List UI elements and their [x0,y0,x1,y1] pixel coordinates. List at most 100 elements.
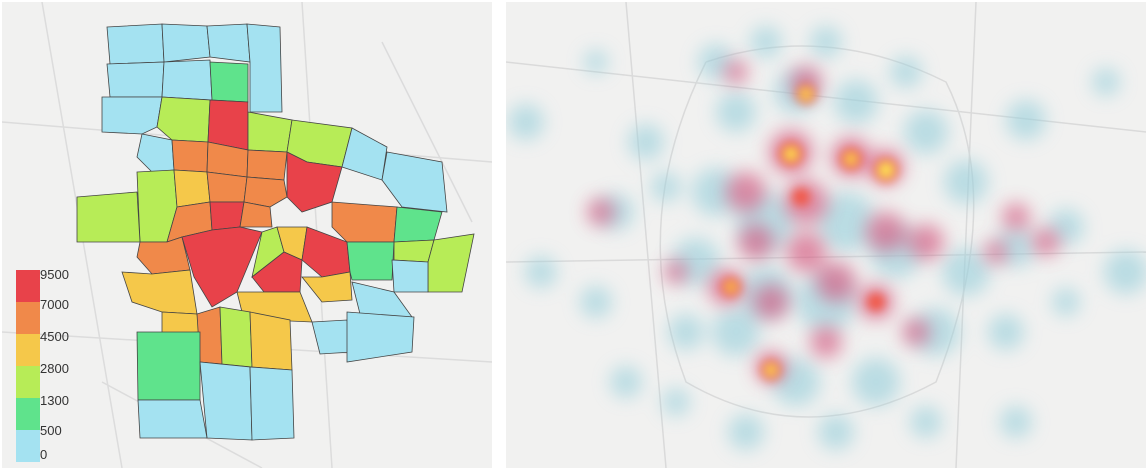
district-region [346,241,395,281]
district-region [393,239,435,263]
district-region [249,366,295,441]
legend-label-0: 0 [40,447,48,462]
district-region [173,169,211,208]
district-region [249,311,293,371]
heat-spot [785,148,797,160]
heat-spot [668,314,704,350]
heat-spot [846,154,856,164]
heat-layer-high [721,84,898,380]
heat-spot [610,366,642,398]
heat-spot [628,124,664,160]
heat-spot [727,283,735,291]
heat-spot [984,240,1008,264]
heat-spot [1002,203,1030,231]
heat-spot [728,414,764,450]
heat-spot [1092,68,1120,96]
heat-spot [1052,288,1080,316]
heat-spot [786,232,826,272]
district-region [207,99,249,151]
value-legend: 9500 7000 4500 2800 1300 500 0 [12,268,82,462]
heat-spot [525,256,557,288]
legend-label-2800: 2800 [40,361,69,376]
district-region [301,271,353,303]
district-region [161,311,201,335]
heat-spot [753,284,789,320]
heat-spot [816,262,856,302]
legend-swatch-3 [16,334,40,366]
district-region [136,331,201,401]
heat-spot [1000,406,1032,438]
heat-spot [1104,250,1146,294]
legend-label-7000: 7000 [40,297,69,312]
heat-spot [662,388,690,416]
district-region [219,306,253,368]
heat-spot [792,188,810,206]
district-region [206,171,248,203]
heat-spot [942,248,990,296]
heat-spot [587,198,615,226]
heat-spot [738,224,774,260]
district-regions [76,23,475,441]
district-region [196,306,223,365]
heat-spot [1032,228,1060,256]
density-heatmap [506,2,1146,468]
district-region [391,259,429,293]
heat-layer-mid [587,60,1060,383]
legend-swatch-5 [16,398,40,430]
heat-spot [712,308,760,356]
district-region [106,61,165,98]
district-region [381,151,448,213]
heat-spot [944,160,988,204]
legend-swatch-4 [16,366,40,398]
district-region [136,133,175,173]
heat-spot [879,163,893,177]
district-region [101,96,163,135]
heat-spot [852,358,900,406]
heat-spot [1006,100,1046,140]
district-region [161,23,211,63]
heat-spot [724,60,748,84]
district-region [137,399,208,439]
district-region [171,139,209,173]
district-region [106,23,165,65]
heat-spot [910,406,942,438]
district-region [209,61,249,103]
district-region [136,236,191,275]
heatmap-panel[interactable] [506,2,1146,468]
district-region [181,226,263,308]
heat-spot [750,26,782,58]
district-region [161,59,213,101]
heat-spot [584,50,608,74]
district-region [206,23,251,63]
district-region [199,361,253,441]
heat-spot [664,260,688,284]
legend-label-1300: 1300 [40,393,69,408]
district-region [239,201,273,228]
heat-spot [810,26,842,58]
district-region [209,201,245,231]
district-region [76,191,141,243]
legend-label-500: 500 [40,423,62,438]
legend-label-9500: 9500 [40,267,69,282]
heat-spot [692,168,740,216]
district-region [427,233,475,293]
heat-spot [988,314,1024,350]
heat-spot [818,414,854,450]
district-region [331,201,398,243]
district-region [246,149,288,181]
heat-spot [651,172,681,202]
legend-swatch-2 [16,302,40,334]
legend-label-4500: 4500 [40,329,69,344]
heat-spot [816,192,876,252]
choropleth-map-panel[interactable]: 9500 7000 4500 2800 1300 500 0 [2,2,492,468]
heat-spot [726,172,766,212]
district-region [393,206,443,243]
heat-spot [890,56,922,88]
heat-spot [834,80,878,124]
heat-spot [908,224,944,260]
district-region [247,111,293,153]
district-region [251,251,303,293]
legend-swatch-6 [16,430,40,462]
heat-spot [912,308,960,356]
heat-spot [716,92,756,132]
